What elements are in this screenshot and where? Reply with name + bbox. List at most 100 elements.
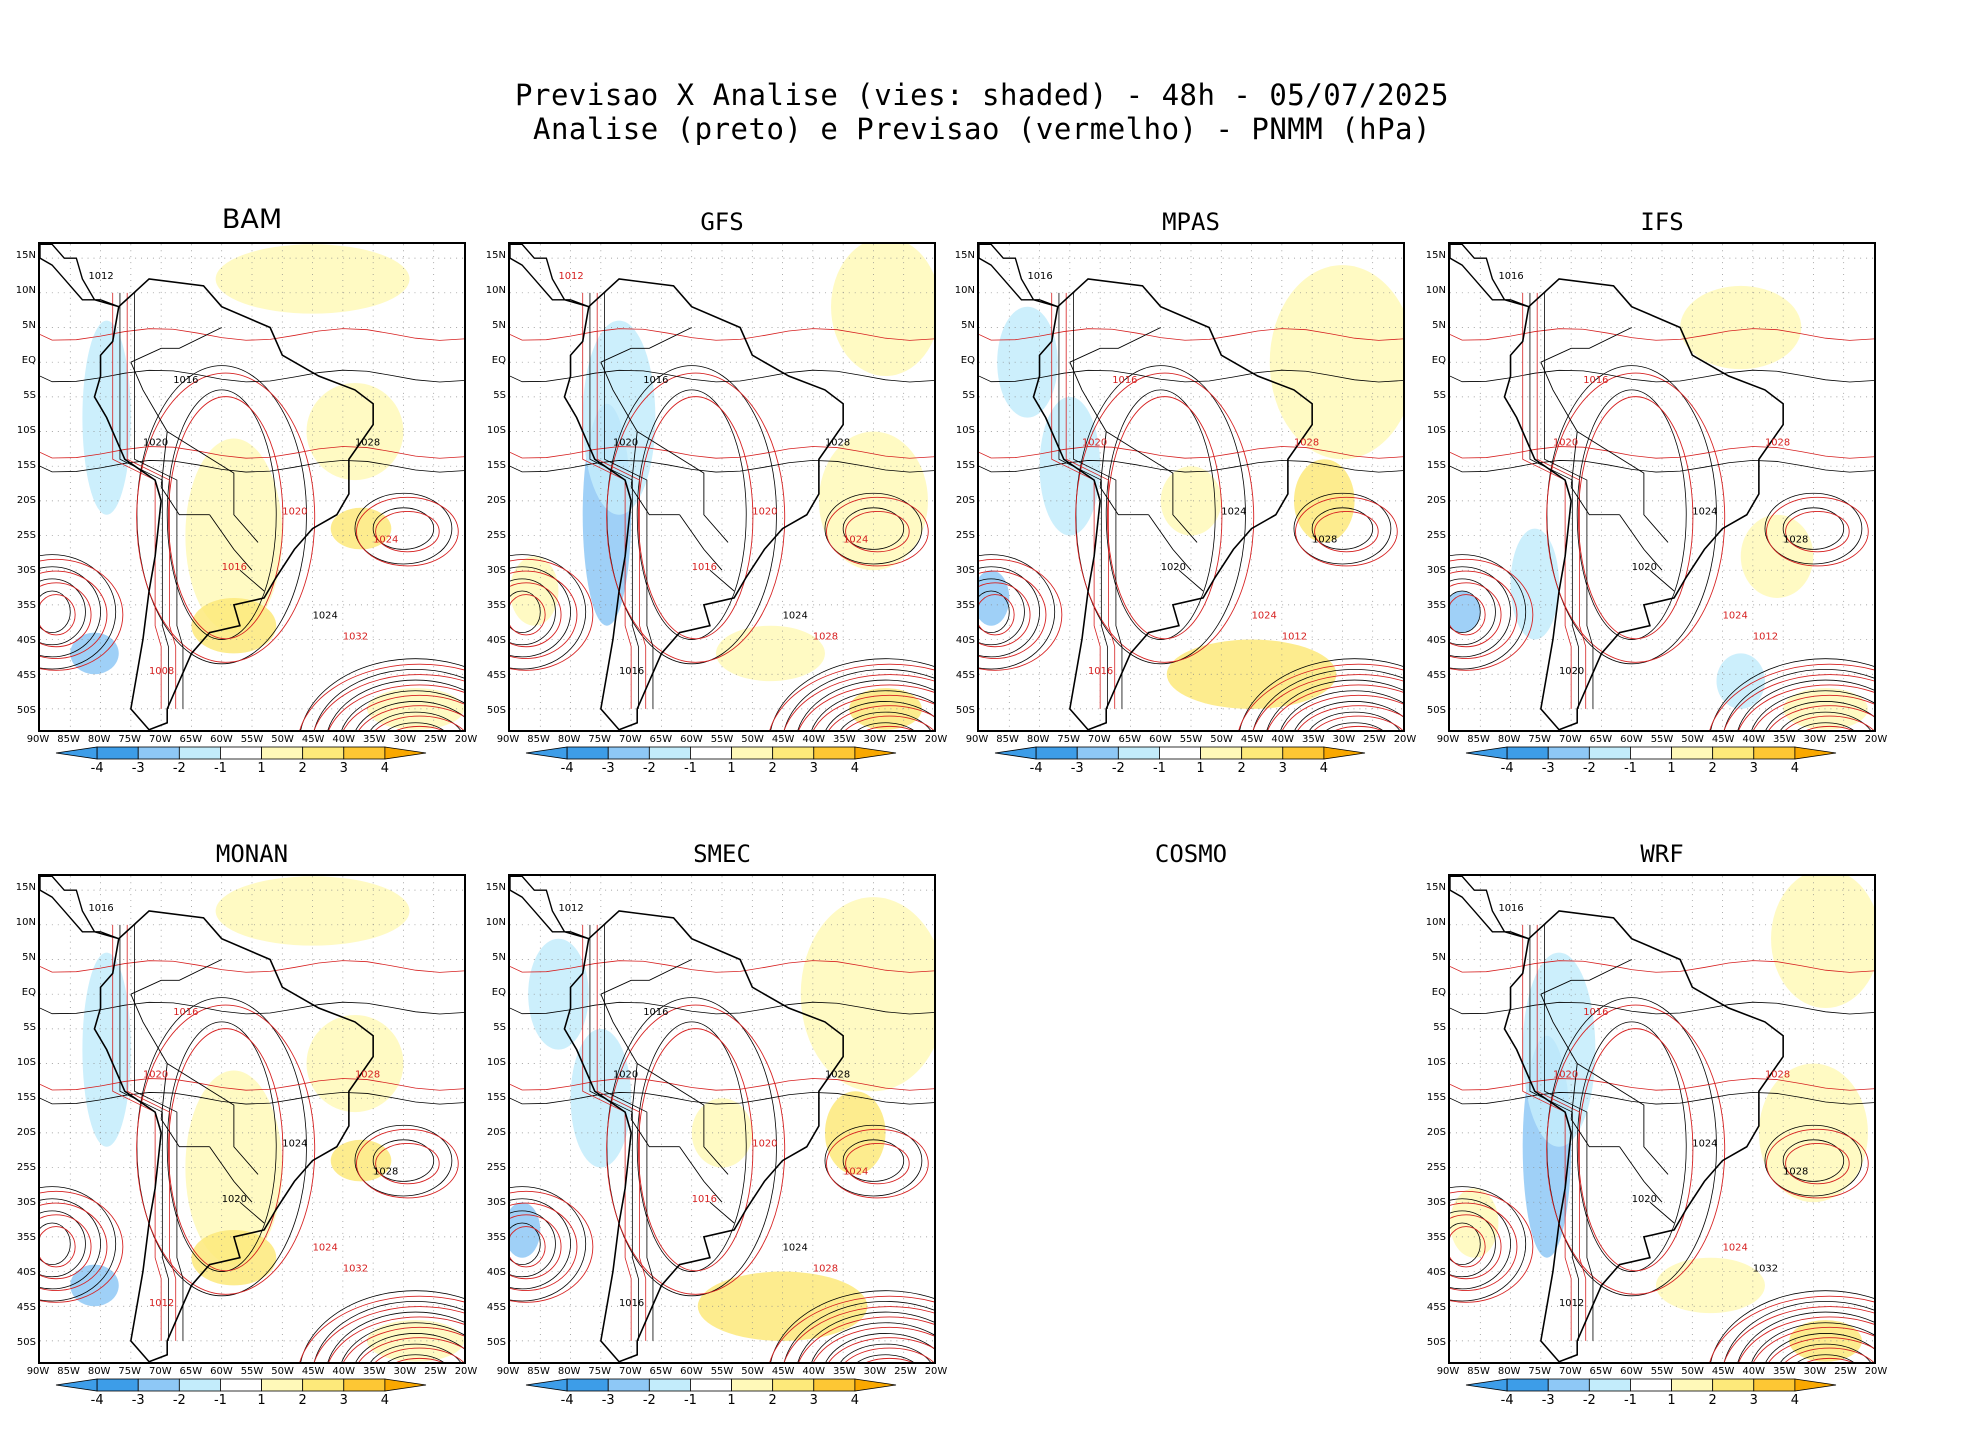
country-border <box>1099 486 1149 516</box>
analysis-isobar <box>313 669 464 730</box>
colorbar-label: 2 <box>1237 761 1246 776</box>
longitude-label: 30W <box>863 1366 887 1377</box>
longitude-label: 45W <box>1711 734 1735 745</box>
isobar-label: 1020 <box>143 1069 168 1080</box>
forecast-isobar <box>637 1028 754 1272</box>
analysis-isobar <box>1529 292 1579 709</box>
colorbar-end-right <box>854 1378 897 1392</box>
longitude-label: 20W <box>924 734 948 745</box>
latitude-label: EQ <box>1431 355 1446 366</box>
forecast-isobar <box>783 1306 934 1362</box>
colorbar-label: -2 <box>642 761 656 776</box>
forecast-isobar <box>826 496 929 567</box>
longitude-label: 55W <box>1650 1366 1674 1377</box>
isobar-label: 1016 <box>173 1007 198 1018</box>
forecast-isobar <box>1295 496 1398 567</box>
colorbar-label: -2 <box>1582 761 1596 776</box>
forecast-isobar <box>112 924 162 1341</box>
analysis-isobar <box>979 459 1403 473</box>
colorbar-swatch <box>1117 746 1160 760</box>
forecast-isobar <box>1314 510 1379 553</box>
forecast-isobar <box>358 705 464 730</box>
forecast-isobar <box>510 1190 594 1303</box>
latitude-label: 5N <box>1432 320 1446 331</box>
colorbar-label: -4 <box>560 761 574 776</box>
longitude-label: 20W <box>1393 734 1417 745</box>
analysis-isobar <box>327 1311 464 1362</box>
latitude-label: 50S <box>16 1337 36 1348</box>
analysis-isobar <box>166 1021 277 1272</box>
forecast-isobar <box>1522 292 1572 709</box>
forecast-isobar <box>979 582 1031 648</box>
forecast-isobar <box>1450 1078 1874 1091</box>
longitude-label: 40W <box>802 1366 826 1377</box>
analysis-isobar <box>1544 292 1594 709</box>
coastline-south-america <box>563 910 844 1362</box>
analysis-isobar <box>1751 690 1874 730</box>
forecast-isobar <box>313 674 464 730</box>
longitude-label: 90W <box>26 734 50 745</box>
isobar-label: 1012 <box>558 903 583 914</box>
analysis-isobar <box>510 1222 541 1266</box>
analysis-isobar <box>327 679 464 730</box>
forecast-isobar <box>1450 328 1874 341</box>
analysis-isobar <box>510 1198 571 1290</box>
forecast-isobar <box>1806 1357 1853 1362</box>
latitude-label: 15S <box>955 460 975 471</box>
longitude-label: 60W <box>210 1366 233 1377</box>
forecast-isobar <box>845 1142 910 1185</box>
isobar-label: 1016 <box>1088 666 1113 677</box>
forecast-isobar <box>1106 396 1223 640</box>
colorbar-label: 3 <box>1278 761 1287 776</box>
isobar-label: 1024 <box>313 611 338 622</box>
colorbar-swatch <box>178 1378 221 1392</box>
isobar-label: 1024 <box>1723 611 1748 622</box>
isobar-label: 1020 <box>752 1139 777 1150</box>
forecast-isobar <box>1577 1028 1694 1272</box>
colorbar-label: 1 <box>257 761 266 776</box>
latitude-label: 20S <box>486 1127 506 1138</box>
latitude-label: 35S <box>16 1232 36 1243</box>
longitude-label: 30W <box>393 734 417 745</box>
longitude-label: 55W <box>240 734 264 745</box>
latitude-label: 35S <box>1426 600 1446 611</box>
analysis-isobar <box>1311 507 1374 550</box>
latitude-label: 40S <box>16 1267 36 1278</box>
bias-patch <box>570 1028 632 1168</box>
colorbar-label: 4 <box>1790 761 1800 776</box>
analysis-isobar <box>354 492 453 565</box>
latitude-label: 50S <box>955 705 975 716</box>
longitude-label: 45W <box>1240 734 1264 745</box>
colorbar-swatch <box>1547 746 1590 760</box>
analysis-isobar <box>300 658 464 730</box>
longitude-label: 80W <box>557 1366 581 1377</box>
forecast-isobar <box>596 924 647 1341</box>
longitude-label: 50W <box>1681 734 1704 745</box>
latitude-label: 45S <box>955 670 975 681</box>
analysis-isobar <box>1780 711 1871 730</box>
forecast-isobar <box>1314 715 1403 730</box>
forecast-isobar <box>1766 1128 1869 1199</box>
colorbar-label: -2 <box>1582 1393 1596 1408</box>
bias-patch <box>215 876 410 946</box>
longitude-label: 65W <box>179 1366 203 1377</box>
isobar-label: 1028 <box>813 632 838 643</box>
bias-patch <box>715 625 825 682</box>
analysis-isobar <box>1576 389 1687 640</box>
colorbar-label: -3 <box>131 1393 145 1408</box>
longitude-label: 25W <box>424 1366 447 1377</box>
colorbar-swatch <box>1588 1378 1631 1392</box>
longitude-label: 90W <box>965 734 989 745</box>
analysis-isobar <box>1266 679 1403 730</box>
latitude-label: 25S <box>16 1162 36 1173</box>
forecast-isobar <box>510 960 934 973</box>
latitude-label: 35S <box>1426 1232 1446 1243</box>
latitude-label: 30S <box>1426 565 1446 576</box>
forecast-isobar <box>356 496 459 567</box>
analysis-isobar <box>979 566 1040 658</box>
colorbar-label: -4 <box>90 761 104 776</box>
isobar-label: 1028 <box>355 1069 380 1080</box>
longitude-label: 70W <box>618 734 642 745</box>
figure-title: Previsao X Analise (vies: shaded) - 48h … <box>515 78 1449 112</box>
longitude-label: 80W <box>87 734 111 745</box>
